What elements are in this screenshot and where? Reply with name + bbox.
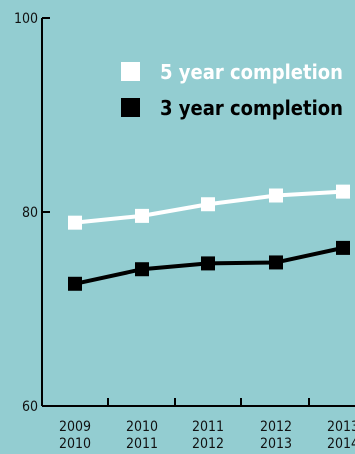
x-tick-label: 2012 — [192, 436, 224, 452]
legend-label: 5 year completion — [160, 60, 343, 84]
axes: 6080100200920102010201120112012201220132… — [14, 11, 355, 452]
series-layer — [68, 184, 350, 291]
data-point — [201, 256, 215, 271]
x-tick-label: 2010 — [126, 419, 158, 435]
legend-label: 3 year completion — [160, 96, 343, 120]
x-tick-label: 2013 — [327, 419, 355, 435]
legend-swatch — [121, 98, 140, 117]
data-point — [269, 255, 283, 270]
data-point — [135, 262, 149, 277]
x-tick-label: 2011 — [126, 436, 158, 452]
x-tick-label: 2014 — [327, 436, 355, 452]
x-tick-label: 2013 — [260, 436, 292, 452]
legend: 5 year completion 3 year completion — [121, 60, 343, 120]
series-three-year — [68, 240, 350, 291]
data-point — [269, 188, 283, 203]
x-tick-label: 2012 — [260, 419, 292, 435]
data-point — [68, 215, 82, 230]
data-point — [336, 184, 350, 199]
y-tick-label: 80 — [22, 205, 38, 221]
data-point — [201, 197, 215, 212]
series-five-year — [68, 184, 350, 230]
x-tick-label: 2010 — [59, 436, 91, 452]
x-tick-label: 2011 — [192, 419, 224, 435]
data-point — [336, 240, 350, 255]
data-point — [135, 208, 149, 223]
legend-swatch — [121, 62, 140, 81]
y-tick-label: 60 — [22, 399, 38, 415]
x-tick-label: 2009 — [59, 419, 91, 435]
data-point — [68, 276, 82, 291]
y-tick-label: 100 — [14, 11, 38, 27]
